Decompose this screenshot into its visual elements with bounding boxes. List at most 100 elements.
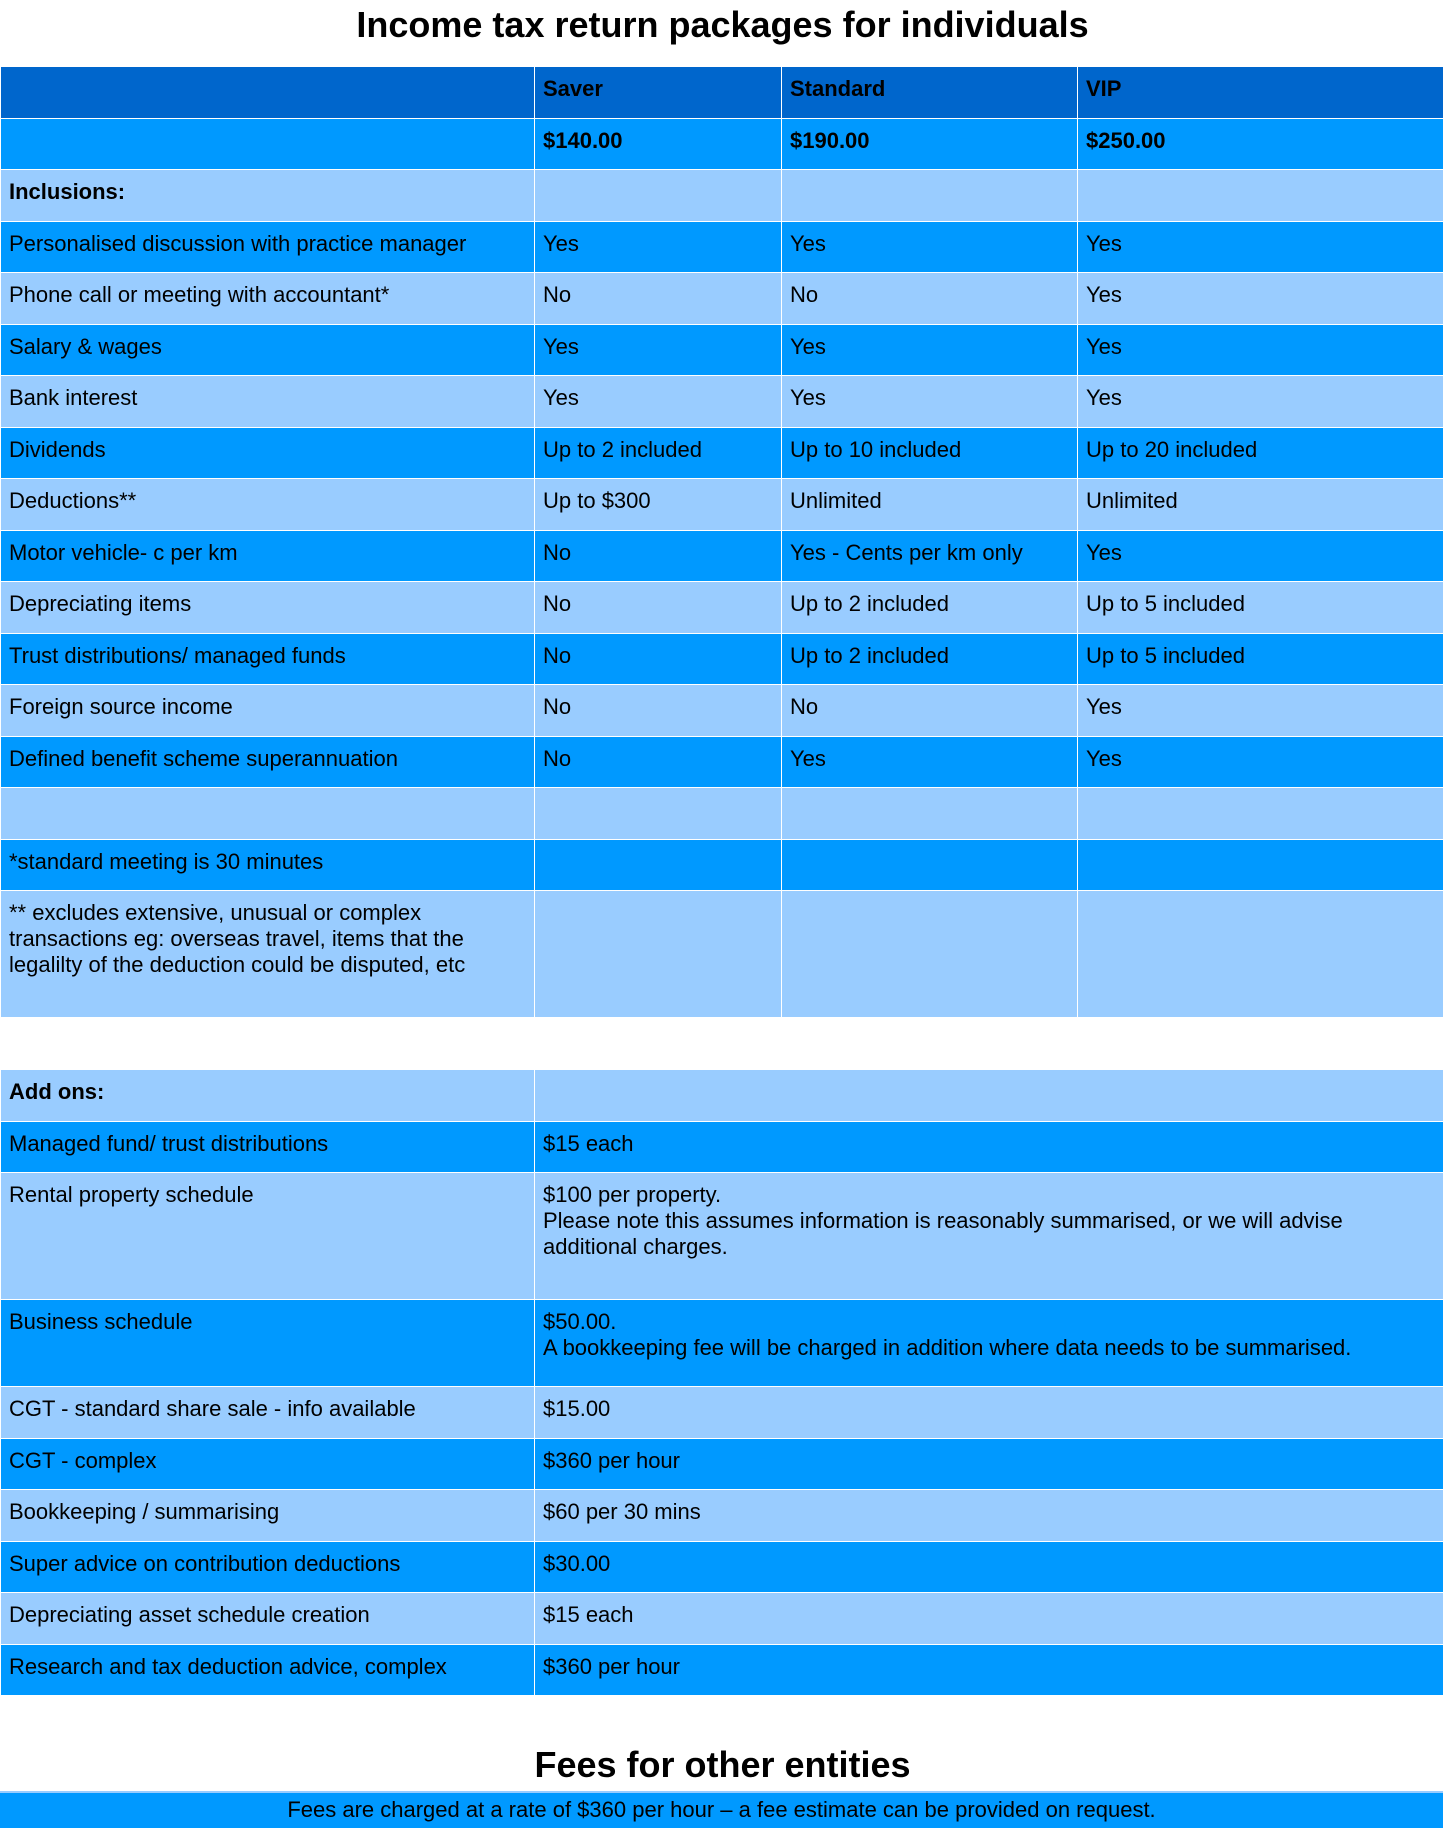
addon-label: Bookkeeping / summarising [0,1489,535,1542]
package-price-cell [0,117,535,170]
addon-price-text: $15 each [543,1130,634,1156]
section-label: Inclusions: [0,169,535,222]
feature-label: Bank interest [0,375,535,428]
table-row: Trust distributions/ managed funds No Up t… [0,632,1444,685]
package-price-cell: $190.00 [781,117,1078,170]
feature-value: No [534,529,782,582]
package-header-cell: Standard [781,66,1078,119]
table-row: Personalised discussion with practice ma… [0,220,1444,273]
addon-price-text: $360 per hour [543,1653,680,1679]
addon-price: $15 each [534,1592,1444,1645]
footnote-row: ** excludes extensive, unusual or comple… [0,890,1444,1018]
empty-cell [781,838,1078,891]
feature-value: Yes [781,735,1078,788]
addon-label: CGT - complex [0,1437,535,1490]
table-row: Research and tax deduction advice, compl… [0,1643,1444,1696]
feature-value: Up to 5 included [1077,632,1444,685]
feature-value: Yes [1077,272,1444,325]
package-header-cell: Saver [534,66,782,119]
feature-value: No [781,684,1078,737]
table-row: Defined benefit scheme superannuation No Y… [0,735,1444,788]
empty-cell [781,787,1078,840]
addon-price: $100 per property. Please note this assum… [534,1172,1444,1300]
addon-price-text: $100 per property. [543,1182,722,1207]
addon-price-text: $15 each [543,1602,634,1627]
addon-label: Super advice on contribution deductions [0,1540,535,1593]
feature-value: No [534,735,782,788]
addon-price-text: $60 per 30 mins [543,1499,701,1524]
addon-note: Please note this assumes information is … [543,1208,1343,1259]
feature-label: Foreign source income [0,684,535,737]
empty-cell [534,838,782,891]
feature-value: Yes - Cents per km only [781,529,1078,582]
feature-value: Up to 5 included [1077,581,1444,634]
addon-price: $60 per 30 mins [534,1489,1444,1542]
feature-value: Yes [781,323,1078,376]
empty-cell [0,787,535,840]
feature-label: Dividends [0,426,535,479]
table-row: Deductions** Up to $300 Unlimited Unlimited [0,478,1444,531]
feature-value: Unlimited [781,478,1078,531]
feature-value: No [534,632,782,685]
feature-value: Up to 20 included [1077,426,1444,479]
addon-price: $15.00 [534,1386,1444,1439]
empty-row [0,787,1444,840]
feature-value: No [534,684,782,737]
footnote: *standard meeting is 30 minutes [0,838,535,891]
package-header-cell: VIP [1077,66,1444,119]
addon-price: $15 each [534,1120,1444,1173]
footnote: ** excludes extensive, unusual or comple… [0,890,535,1018]
feature-label: Personalised discussion with practice ma… [0,220,535,273]
empty-cell [534,1069,1444,1122]
table-row: Dividends Up to 2 included Up to 10 includ… [0,426,1444,479]
addon-price: $360 per hour [534,1437,1444,1490]
inclusions-row: Inclusions: [0,169,1444,222]
empty-cell [1077,838,1444,891]
feature-label: Deductions** [0,478,535,531]
feature-value: Yes [1077,323,1444,376]
feature-label: Phone call or meeting with accountant* [0,272,535,325]
table-row: Super advice on contribution deductions $… [0,1540,1444,1593]
section-label: Add ons: [0,1069,535,1122]
table-row: CGT - standard share sale - info availab… [0,1386,1444,1439]
package-price-cell: $140.00 [534,117,782,170]
table-row: CGT - complex $360 per hour [0,1437,1444,1490]
feature-label: Trust distributions/ managed funds [0,632,535,685]
footnote-row: *standard meeting is 30 minutes [0,838,1444,891]
feature-value: Unlimited [1077,478,1444,531]
feature-value: Yes [1077,375,1444,428]
feature-value: Yes [1077,529,1444,582]
package-price-cell: $250.00 [1077,117,1444,170]
table-row: Business schedule $50.00. A bookkeeping fe… [0,1299,1444,1387]
empty-cell [781,169,1078,222]
header-row: Saver Standard VIP [0,66,1444,119]
price-row: $140.00 $190.00 $250.00 [0,117,1444,170]
addon-label: Depreciating asset schedule creation [0,1592,535,1645]
empty-cell [534,890,782,1018]
feature-value: Up to $300 [534,478,782,531]
table-row: Depreciating items No Up to 2 included Up t… [0,581,1444,634]
feature-label: Depreciating items [0,581,535,634]
feature-value: Up to 2 included [781,581,1078,634]
feature-value: Yes [534,220,782,273]
empty-cell [1077,787,1444,840]
feature-value: Up to 2 included [534,426,782,479]
packages-table: Saver Standard VIP $140.00 $190.00 $250.00 Inc… [0,66,1444,1018]
table-row: Phone call or meeting with accountant* No… [0,272,1444,325]
addon-price: $50.00. A bookkeeping fee will be charged… [534,1299,1444,1387]
empty-cell [1077,169,1444,222]
table-row: Depreciating asset schedule creation $15 … [0,1592,1444,1645]
other-entities-title: Fees for other entities [534,1744,911,1785]
table-row: Salary & wages Yes Yes Yes [0,323,1444,376]
feature-label: Salary & wages [0,323,535,376]
feature-value: Yes [534,375,782,428]
addon-note: A bookkeeping fee will be charged in add… [543,1335,1352,1360]
feature-value: Yes [1077,220,1444,273]
feature-value: Yes [534,323,782,376]
package-header-cell [0,66,535,119]
feature-value: Up to 2 included [781,632,1078,685]
other-entities-note: Fees are charged at a rate of $360 per h… [0,1791,1443,1828]
feature-label: Motor vehicle- c per km [0,529,535,582]
addon-label: Managed fund/ trust distributions [0,1120,535,1173]
addon-label: CGT - standard share sale - info availab… [0,1386,535,1439]
